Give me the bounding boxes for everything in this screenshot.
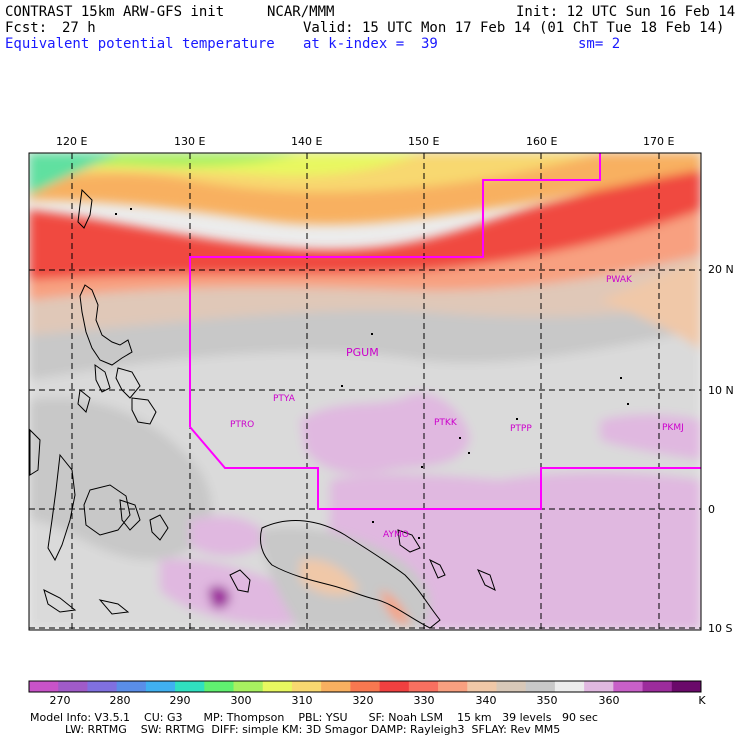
small-islands bbox=[115, 208, 629, 539]
station-ptpn: PTPP bbox=[510, 424, 532, 434]
colorbar-swatch bbox=[233, 681, 264, 692]
colorbar-swatch bbox=[584, 681, 614, 692]
station-ptro: PTRO bbox=[230, 420, 254, 430]
colorbar-swatch bbox=[58, 681, 88, 692]
model-title: CONTRAST 15km ARW-GFS init bbox=[5, 4, 225, 20]
colorbar-swatch bbox=[321, 681, 351, 692]
colorbar-swatch bbox=[87, 681, 118, 692]
lon-label-150: 150 E bbox=[408, 135, 440, 148]
colorbar-swatch bbox=[671, 681, 702, 692]
field-name: Equivalent potential temperature bbox=[5, 36, 275, 52]
colorbar-swatch bbox=[175, 681, 205, 692]
lon-label-130: 130 E bbox=[174, 135, 206, 148]
colorbar bbox=[28, 680, 702, 693]
colorbar-swatch bbox=[554, 681, 585, 692]
station-ptya: PTYA bbox=[273, 394, 296, 404]
station-pgum: PGUM bbox=[346, 346, 379, 359]
station-ptkk: PTKK bbox=[434, 418, 458, 428]
station-aymo: AYMO bbox=[383, 530, 409, 540]
map-frame bbox=[28, 152, 702, 631]
colorbar-label-300: 300 bbox=[230, 694, 252, 707]
forecast-label: Fcst: bbox=[5, 20, 48, 36]
colorbar-label-290: 290 bbox=[169, 694, 191, 707]
lon-label-170: 170 E bbox=[643, 135, 675, 148]
forecast-hour: 27 h bbox=[62, 20, 96, 36]
station-labels: PWAK PGUM PTYA PTRO PTKK PTPP PKMJ AYMO bbox=[230, 275, 684, 540]
colorbar-label-330: 330 bbox=[413, 694, 435, 707]
colorbar-swatch bbox=[145, 681, 176, 692]
station-pwak: PWAK bbox=[606, 275, 633, 285]
colorbar-swatch bbox=[116, 681, 147, 692]
colorbar-swatch bbox=[29, 681, 59, 692]
colorbar-swatch bbox=[379, 681, 410, 692]
lon-label-160: 160 E bbox=[526, 135, 558, 148]
lat-label-20n: 20 N bbox=[708, 263, 734, 276]
colorbar-label-270: 270 bbox=[49, 694, 71, 707]
lat-label-10s: 10 S bbox=[708, 622, 733, 635]
colorbar-swatch bbox=[496, 681, 527, 692]
lat-label-equator: 0 bbox=[708, 503, 715, 516]
colorbar-label-280: 280 bbox=[109, 694, 131, 707]
coastlines bbox=[29, 188, 496, 629]
lon-label-140: 140 E bbox=[291, 135, 323, 148]
colorbar-swatch bbox=[408, 681, 439, 692]
org-label: NCAR/MMM bbox=[267, 4, 335, 20]
colorbar-swatch bbox=[204, 681, 235, 692]
model-info-line2: LW: RRTMG SW: RRTMG DIFF: simple KM: 3D … bbox=[30, 723, 561, 736]
colorbar-label-350: 350 bbox=[536, 694, 558, 707]
colorbar-label-310: 310 bbox=[291, 694, 313, 707]
level-index: at k-index = 39 bbox=[303, 36, 438, 52]
colorbar-label-360: 360 bbox=[598, 694, 620, 707]
smoothing-label: sm= 2 bbox=[578, 36, 621, 52]
colorbar-swatch bbox=[613, 681, 644, 692]
valid-time: Valid: 15 UTC Mon 17 Feb 14 (01 ChT Tue … bbox=[303, 20, 725, 36]
colorbar-swatch bbox=[467, 681, 497, 692]
init-time: Init: 12 UTC Sun 16 Feb 14 bbox=[516, 4, 736, 20]
colorbar-swatch bbox=[291, 681, 322, 692]
colorbar-unit: K bbox=[698, 694, 706, 707]
colorbar-frame bbox=[28, 680, 702, 693]
model-info-line1: Model Info: V3.5.1 CU: G3 MP: Thompson P… bbox=[30, 711, 598, 724]
colorbar-swatch bbox=[438, 681, 468, 692]
colorbar-swatch bbox=[350, 681, 381, 692]
colorbar-swatch bbox=[642, 681, 673, 692]
lon-label-120: 120 E bbox=[56, 135, 88, 148]
theta-e-field bbox=[29, 153, 701, 630]
station-pkmj: PKMJ bbox=[662, 423, 684, 433]
colorbar-label-340: 340 bbox=[475, 694, 497, 707]
colorbar-swatch bbox=[262, 681, 293, 692]
region-boundary bbox=[189, 153, 701, 510]
colorbar-swatch bbox=[525, 681, 556, 692]
lat-label-10n: 10 N bbox=[708, 384, 734, 397]
colorbar-label-320: 320 bbox=[352, 694, 374, 707]
